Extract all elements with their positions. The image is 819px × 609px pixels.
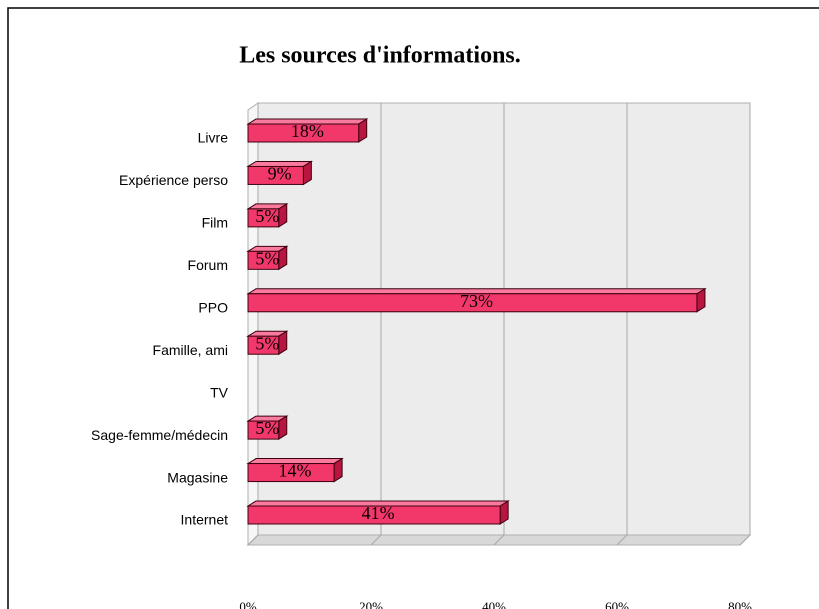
value-label: 73%	[460, 291, 493, 311]
y-tick-label: Forum	[188, 257, 228, 273]
bar	[247, 208, 280, 228]
y-tick-label: Famille, ami	[153, 342, 228, 358]
bar	[247, 335, 280, 355]
value-label: 14%	[279, 461, 312, 481]
x-tick-label: 80%	[728, 599, 752, 609]
bar	[247, 463, 335, 483]
bar	[247, 123, 360, 143]
y-tick-label: Sage-femme/médecin	[91, 427, 228, 443]
value-label: 5%	[255, 333, 279, 353]
grid-line-floor	[493, 534, 505, 546]
grid-line-floor	[370, 534, 382, 546]
value-label: 18%	[291, 121, 324, 141]
bar	[247, 420, 280, 440]
y-tick-label: Internet	[181, 512, 229, 528]
value-label: 5%	[255, 418, 279, 438]
value-label: 5%	[255, 248, 279, 268]
chart-title: Les sources d'informations.	[239, 43, 521, 69]
x-tick-label: 60%	[605, 599, 629, 609]
bar	[247, 505, 501, 525]
value-label: 5%	[255, 206, 279, 226]
value-label: 9%	[268, 164, 292, 184]
x-tick-label: 40%	[482, 599, 506, 609]
y-tick-label: Expérience perso	[119, 172, 228, 188]
bar	[247, 250, 280, 270]
y-tick-label: Livre	[198, 130, 229, 146]
y-tick-label: TV	[210, 384, 229, 400]
bar	[247, 165, 304, 185]
grid-line-floor	[247, 534, 259, 546]
grid-line-floor	[739, 534, 751, 546]
value-label: 41%	[362, 503, 395, 523]
bar	[247, 293, 698, 313]
y-tick-label: Magasine	[167, 469, 228, 485]
x-tick-label: 0%	[239, 599, 257, 609]
x-tick-label: 20%	[359, 599, 383, 609]
y-tick-label: Film	[202, 215, 228, 231]
grid-line-floor	[616, 534, 628, 546]
y-tick-label: PPO	[198, 299, 228, 315]
